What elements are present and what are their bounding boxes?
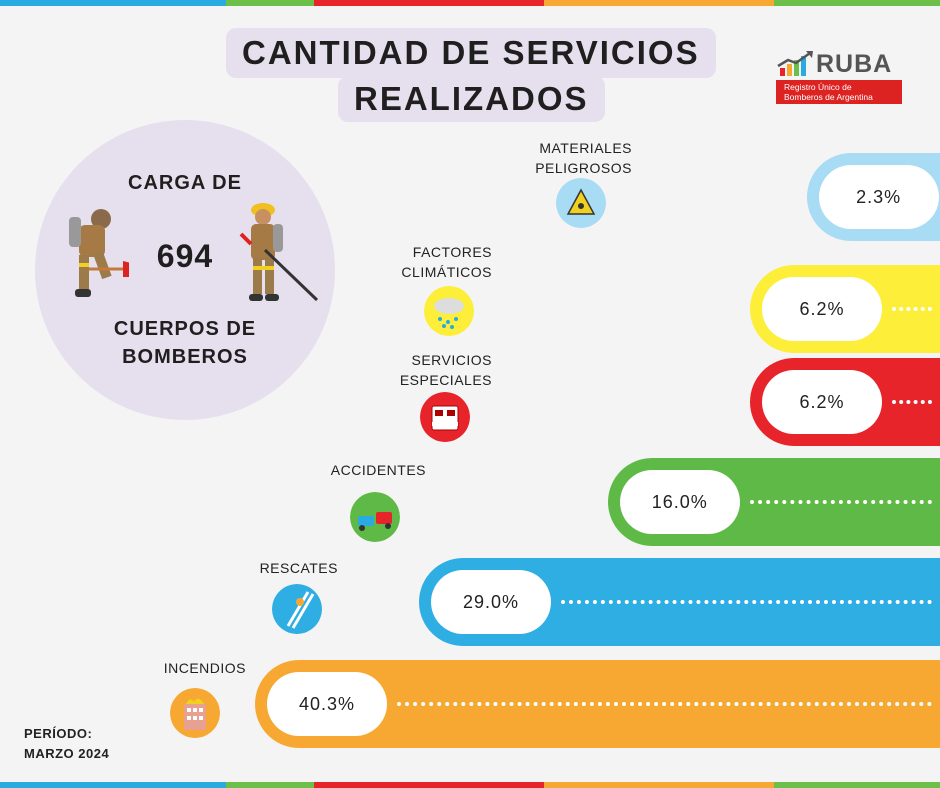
logo-subtitle: Registro Único de Bomberos de Argentina [776, 80, 902, 104]
page-title-line2: REALIZADOS [338, 76, 605, 122]
category-label-1: FACTORES CLIMÁTICOS [401, 242, 492, 282]
category-label-line: FACTORES [412, 244, 492, 260]
logo-name: RUBA [816, 50, 893, 78]
page-title-line1: CANTIDAD DE SERVICIOS [226, 28, 716, 78]
bar-dots-3 [749, 500, 932, 504]
bar-dots-5 [397, 702, 932, 706]
category-label-3: ACCIDENTES [331, 460, 426, 480]
hazard-icon [556, 178, 606, 228]
data-label-5: 40.3% [267, 672, 387, 736]
summary-label-bottom: CUERPOS DE BOMBEROS [113, 318, 257, 368]
stripe-segment [226, 0, 314, 6]
bar-dots-4 [561, 600, 932, 604]
logo-subtitle-line2: Bomberos de Argentina [784, 92, 873, 102]
period-value: MARZO 2024 [24, 746, 110, 761]
category-label-line: INCENDIOS [163, 660, 246, 676]
logo-subtitle-line1: Registro Único de [784, 82, 852, 92]
rain-cloud-icon [424, 286, 474, 336]
summary-label-top: CARGA DE [128, 172, 242, 194]
category-label-line: ACCIDENTES [330, 462, 426, 478]
stripe-segment [0, 782, 226, 788]
bottom-stripe [0, 782, 940, 788]
bar-dots-2 [892, 400, 932, 404]
summary-circle: CARGA DE 694 CUERPOS DE BOMBEROS [35, 120, 335, 420]
category-label-5: INCENDIOS [164, 658, 246, 678]
period-label: PERÍODO: [24, 726, 93, 741]
data-label-4: 29.0% [431, 570, 552, 634]
category-label-line: ESPECIALES [399, 372, 492, 388]
firefighter-axe-icon [69, 209, 129, 297]
category-label-line: SERVICIOS [411, 352, 492, 368]
stripe-segment [774, 782, 940, 788]
category-label-0: MATERIALES PELIGROSOS [535, 138, 632, 178]
fire-truck-icon [420, 392, 470, 442]
category-label-line: CLIMÁTICOS [401, 264, 492, 280]
category-label-2: SERVICIOS ESPECIALES [400, 350, 492, 390]
stripe-segment [544, 0, 774, 6]
category-label-4: RESCATES [260, 558, 338, 578]
stripe-segment [314, 0, 544, 6]
top-stripe [0, 0, 940, 6]
stripe-segment [774, 0, 940, 6]
category-label-line: RESCATES [259, 560, 338, 576]
stripe-segment [314, 782, 544, 788]
category-label-line: MATERIALES [539, 140, 632, 156]
growth-arrow-icon [777, 51, 813, 76]
summary-count: 694 [156, 238, 214, 274]
period: PERÍODO: MARZO 2024 [24, 724, 109, 764]
firefighter-hose-icon [239, 203, 319, 302]
ruba-logo: RUBA Registro Único de Bomberos de Argen… [776, 50, 902, 104]
ladder-rescue-icon [272, 584, 322, 634]
data-label-3: 16.0% [619, 470, 740, 534]
burning-building-icon [170, 688, 220, 738]
data-label-2: 6.2% [762, 370, 882, 434]
stripe-segment [0, 0, 226, 6]
car-crash-icon [350, 492, 400, 542]
stripe-segment [226, 782, 314, 788]
data-label-1: 6.2% [762, 277, 882, 341]
category-label-line: PELIGROSOS [535, 160, 632, 176]
stripe-segment [544, 782, 774, 788]
data-label-0: 2.3% [818, 165, 939, 229]
bar-dots-1 [892, 307, 932, 311]
